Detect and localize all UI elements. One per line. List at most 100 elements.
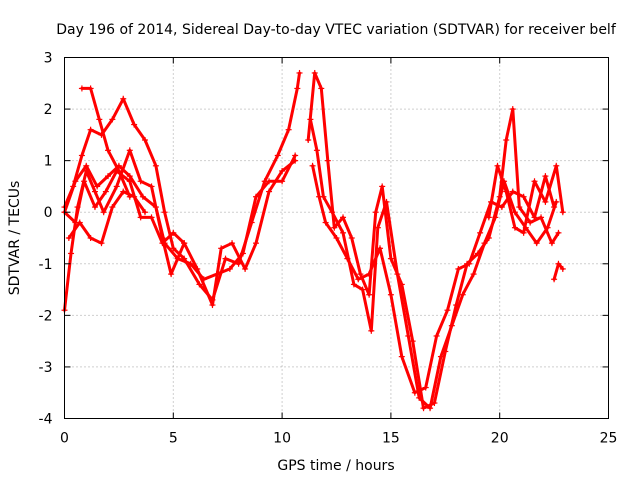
data-point: [542, 173, 549, 180]
data-point: [218, 245, 225, 252]
data-point: [139, 193, 146, 200]
data-point: [555, 229, 562, 236]
data-point: [394, 271, 401, 278]
data-point: [350, 281, 357, 288]
data-point: [113, 183, 120, 190]
x-tick-label: 0: [60, 431, 69, 447]
data-point: [170, 229, 177, 236]
data-point: [305, 137, 312, 144]
data-point: [416, 394, 423, 401]
data-point: [76, 219, 83, 226]
data-point: [553, 198, 560, 205]
x-tick-label: 10: [273, 431, 291, 447]
data-point: [422, 384, 429, 391]
data-point: [498, 204, 505, 211]
data-point: [433, 332, 440, 339]
data-point: [91, 188, 98, 195]
data-point: [405, 332, 412, 339]
data-point: [137, 214, 144, 221]
data-point: [83, 162, 90, 169]
data-point: [235, 260, 242, 267]
data-point: [492, 214, 499, 221]
x-tick-label: 25: [600, 431, 618, 447]
data-point: [168, 271, 175, 278]
data-point: [226, 265, 233, 272]
data-point: [120, 95, 127, 102]
data-point: [239, 250, 246, 257]
data-point: [209, 302, 216, 309]
data-point: [105, 173, 112, 180]
data-point: [142, 209, 149, 216]
data-point: [322, 219, 329, 226]
series-track-5: [67, 190, 147, 245]
axis-ticks: 0 5 10 15 20 25 -4 -3 -2 -1 0 1 2 3: [39, 51, 618, 447]
x-axis-label: GPS time / hours: [277, 458, 394, 474]
data-point: [379, 183, 386, 190]
data-point: [222, 255, 229, 262]
data-point: [520, 193, 527, 200]
y-tick-label: 0: [44, 205, 53, 221]
data-point: [126, 193, 133, 200]
data-point: [87, 126, 94, 133]
data-point: [292, 157, 299, 164]
y-tick-label: -3: [39, 360, 53, 376]
y-tick-label: 3: [44, 51, 53, 67]
data-point: [511, 224, 518, 231]
data-point: [387, 255, 394, 262]
data-point: [531, 178, 538, 185]
series-track-2: [63, 154, 297, 281]
data-point: [527, 219, 534, 226]
data-point: [509, 188, 516, 195]
data-point: [466, 260, 473, 267]
data-point: [372, 209, 379, 216]
data-point: [551, 204, 558, 211]
data-point: [307, 116, 314, 123]
y-tick-label: -4: [39, 412, 53, 428]
data-point: [196, 281, 203, 288]
data-point: [359, 286, 366, 293]
data-point: [131, 121, 138, 128]
data-point: [348, 235, 355, 241]
data-point: [374, 224, 381, 231]
data-point: [355, 276, 362, 283]
data-point: [83, 167, 90, 174]
data-point: [503, 188, 510, 195]
data-point: [109, 116, 116, 123]
data-point: [470, 271, 477, 278]
data-point: [81, 178, 88, 185]
data-point: [279, 178, 286, 185]
data-point: [455, 265, 462, 272]
data-point: [531, 214, 538, 221]
data-point: [252, 193, 259, 200]
data-point: [553, 162, 560, 169]
data-point: [252, 240, 259, 247]
y-tick-label: 1: [44, 154, 53, 170]
data-point: [316, 193, 323, 200]
plot-frame: [64, 57, 609, 419]
data-point: [398, 353, 405, 360]
data-point: [324, 157, 331, 164]
data-point: [142, 137, 149, 144]
data-point: [159, 240, 166, 247]
data-point: [387, 291, 394, 298]
data-point: [148, 183, 155, 190]
data-point: [559, 209, 566, 216]
data-point: [366, 271, 373, 278]
data-point: [548, 240, 555, 247]
data-point: [544, 224, 551, 231]
data-point: [292, 152, 299, 159]
data-point: [274, 152, 281, 159]
data-point: [311, 69, 318, 76]
data-point: [126, 147, 133, 154]
series-track-9: [311, 164, 556, 395]
data-point: [313, 147, 320, 154]
data-point: [87, 85, 94, 92]
grid: [64, 57, 609, 419]
y-tick-label: 2: [44, 102, 53, 118]
data-point: [427, 405, 434, 412]
data-point: [331, 224, 338, 231]
data-point: [148, 214, 155, 221]
data-point: [72, 178, 79, 185]
data-point: [411, 389, 418, 396]
